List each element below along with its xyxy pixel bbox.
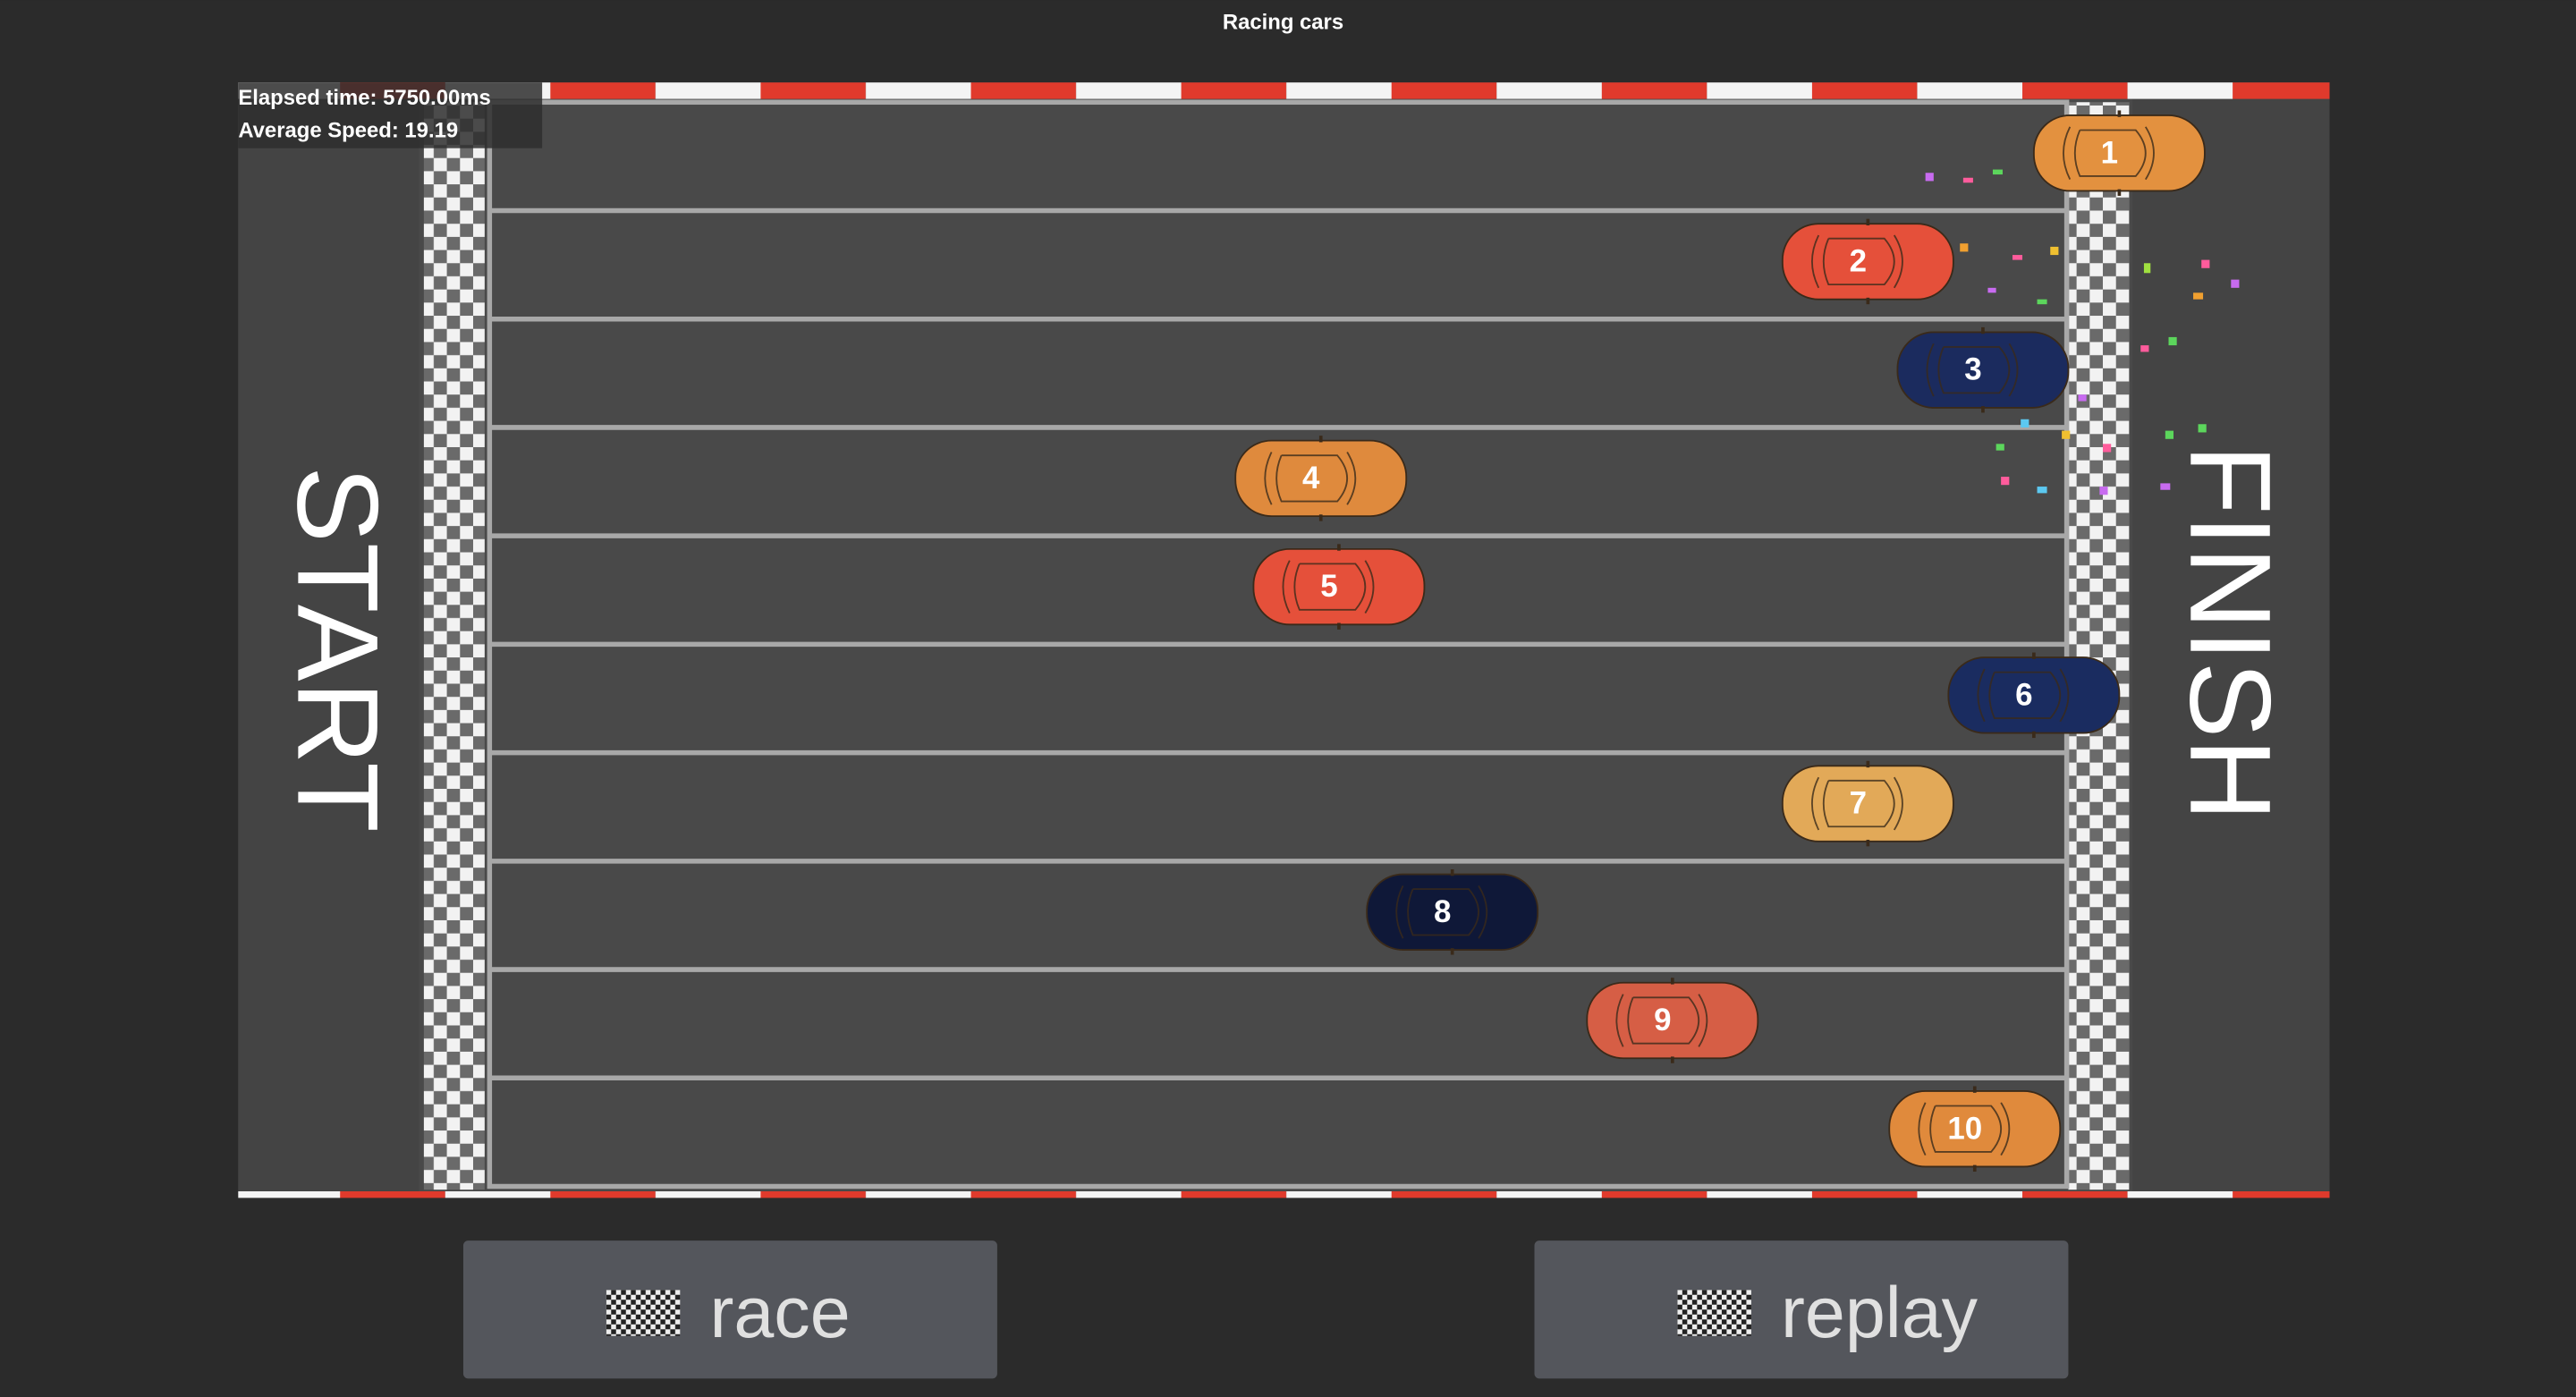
- window-title: Racing cars: [1223, 10, 1343, 34]
- car-body: [1586, 981, 1759, 1060]
- car-cabin: [1811, 776, 1903, 831]
- car-body: [1252, 547, 1426, 626]
- finish-zone: [2132, 82, 2330, 1197]
- car-number: 5: [1320, 569, 1337, 604]
- car: 9: [1586, 978, 1759, 1063]
- track: [238, 82, 2330, 1197]
- button[interactable]: replay: [1534, 1240, 2069, 1379]
- car: 4: [1234, 436, 1408, 521]
- button-label[interactable]: replay: [1781, 1273, 1979, 1353]
- car-cabin: [1395, 885, 1488, 939]
- car-cabin: [2063, 126, 2155, 181]
- car: 7: [1781, 760, 1954, 847]
- button-label[interactable]: race: [709, 1273, 850, 1353]
- car-number: 10: [1947, 1111, 1982, 1146]
- car-number: 6: [2015, 677, 2032, 712]
- button-bg[interactable]: [1534, 1240, 2069, 1379]
- car-number: 9: [1654, 1003, 1671, 1037]
- car: 6: [1947, 652, 2121, 739]
- finish-label: FINISH: [2165, 444, 2293, 821]
- car-body: [2032, 114, 2206, 192]
- car-body: [1366, 873, 1539, 951]
- car-cabin: [1977, 668, 2070, 723]
- car-cabin: [1918, 1102, 2011, 1156]
- car-number: 3: [1964, 352, 1981, 387]
- start-zone: [238, 82, 419, 1197]
- car: 10: [1888, 1086, 2062, 1172]
- car: 5: [1252, 544, 1426, 630]
- top-border: [238, 82, 2330, 99]
- car-cabin: [1264, 452, 1357, 505]
- car-cabin: [1282, 560, 1375, 614]
- car-cabin: [1811, 234, 1903, 289]
- bottom-border: [238, 1191, 2330, 1198]
- start-line: [423, 102, 485, 1190]
- average-speed: Average Speed: 19.19: [238, 119, 458, 143]
- finish-line: [2068, 102, 2130, 1190]
- car-number: 2: [1850, 243, 1867, 278]
- button[interactable]: race: [462, 1240, 997, 1379]
- elapsed-time: Elapsed time: 5750.00ms: [238, 86, 490, 110]
- car-body: [1896, 331, 2070, 409]
- car-number: 8: [1434, 894, 1451, 929]
- car-number: 1: [2101, 135, 2118, 170]
- flag-icon: [606, 1290, 681, 1336]
- car-body: [1781, 765, 1954, 842]
- car-number: 4: [1302, 461, 1320, 495]
- car-cabin: [1615, 994, 1708, 1047]
- car-body: [1947, 656, 2121, 734]
- confetti: [1925, 169, 2240, 495]
- car-body: [1781, 223, 1954, 301]
- car: 1: [2032, 110, 2206, 196]
- car-cabin: [1926, 343, 2019, 397]
- car: 8: [1366, 869, 1539, 955]
- car-number: 7: [1850, 786, 1867, 821]
- car-body: [1234, 439, 1408, 518]
- hud-panel: [238, 82, 543, 148]
- car: 2: [1781, 218, 1954, 305]
- flag-icon: [1677, 1290, 1751, 1336]
- button-bg[interactable]: [462, 1240, 997, 1379]
- start-label: START: [273, 466, 401, 833]
- car: 3: [1896, 326, 2070, 413]
